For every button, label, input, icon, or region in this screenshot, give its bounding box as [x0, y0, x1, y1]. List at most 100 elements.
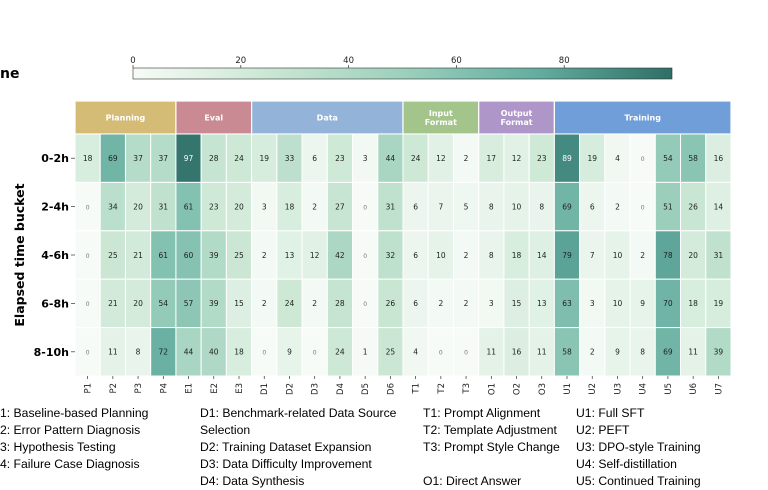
legend-item: O1: Direct Answer: [423, 474, 522, 488]
legend-item: [423, 456, 560, 473]
cell-value-label: 2: [464, 251, 469, 260]
cell-value-label: 12: [512, 154, 522, 163]
cell-value-label: 14: [537, 251, 547, 260]
cell-value-label: 2: [640, 251, 645, 260]
cell-value-label: 18: [285, 202, 295, 211]
column-label: U3: [613, 383, 623, 395]
heatmap-cell: [377, 278, 404, 329]
cell-value-label: 25: [108, 251, 118, 260]
cell-value-label: 5: [464, 202, 469, 211]
column-label: D1: [260, 383, 270, 395]
column-label: U6: [689, 383, 699, 395]
cell-value-label: 89: [562, 154, 572, 163]
cell-value-label: 9: [287, 348, 292, 357]
cell-value-label: 18: [512, 251, 522, 260]
cell-value-label: 0: [313, 350, 317, 357]
cell-value-label: 26: [386, 299, 396, 308]
column-label: T2: [437, 383, 447, 395]
heatmap-cell: [654, 133, 682, 183]
cell-value-label: 2: [464, 154, 469, 163]
column-label: O3: [538, 383, 548, 395]
heatmap-cell: [604, 133, 631, 183]
heatmap-cell: [200, 278, 227, 329]
cell-value-label: 17: [487, 154, 497, 163]
cell-value-label: 27: [335, 202, 345, 211]
cell-value-label: 61: [184, 202, 194, 211]
cell-value-label: 3: [363, 154, 368, 163]
heatmap-cell: [352, 133, 379, 183]
row-label: 4-6h: [41, 249, 69, 262]
cell-value-label: 23: [335, 154, 345, 163]
cell-value-label: 42: [335, 251, 345, 260]
legend-item: 1: Baseline-based Planning: [0, 406, 149, 420]
cell-value-label: 8: [539, 202, 544, 211]
cell-value-label: 4: [413, 348, 418, 357]
legend-planning: 1: Baseline-based Planning 2: Error Patt…: [0, 405, 148, 473]
heatmap-cell: [427, 181, 454, 232]
cell-value-label: 8: [136, 348, 141, 357]
cell-value-label: 40: [209, 348, 219, 357]
cell-value-label: 23: [209, 202, 219, 211]
cell-value-label: 97: [184, 154, 194, 163]
heatmap-cell: [377, 230, 404, 280]
heatmap-cell: [175, 278, 202, 329]
cell-value-label: 23: [537, 154, 547, 163]
cell-value-label: 37: [133, 154, 143, 163]
heatmap-cell: [326, 133, 354, 183]
cell-value-label: 15: [512, 299, 522, 308]
cell-value-label: 69: [108, 154, 118, 163]
colorbar-tick-label: 60: [451, 56, 462, 66]
cell-value-label: 6: [590, 202, 595, 211]
cell-value-label: 18: [83, 154, 93, 163]
cell-value-label: 4: [615, 154, 620, 163]
heatmap-cell: [99, 327, 126, 377]
row-label: 6-8h: [41, 297, 69, 310]
column-label: T3: [462, 383, 472, 395]
column-label: U4: [639, 383, 649, 395]
cell-value-label: 2: [438, 299, 443, 308]
group-header-label: Output Format: [500, 109, 532, 127]
cell-value-label: 24: [411, 154, 421, 163]
heatmap-cell: [175, 230, 202, 280]
legend-item: 2: Error Pattern Diagnosis: [0, 423, 141, 437]
cell-value-label: 78: [663, 251, 673, 260]
cell-value-label: 21: [108, 299, 118, 308]
row-label: 8-10h: [34, 346, 69, 359]
group-header-label: Eval: [204, 114, 223, 123]
legend-item: U2: PEFT: [576, 423, 630, 437]
cell-value-label: 28: [335, 299, 345, 308]
cell-value-label: 58: [688, 154, 698, 163]
cell-value-label: 8: [489, 251, 494, 260]
colorbar: [132, 67, 673, 80]
cell-value-label: 69: [562, 202, 572, 211]
cell-value-label: 69: [663, 348, 673, 357]
heatmap-cell: [352, 327, 379, 377]
heatmap-cell: [427, 278, 454, 329]
cell-value-label: 18: [234, 348, 244, 357]
heatmap-cell: [452, 133, 480, 183]
cell-value-label: 54: [159, 299, 169, 308]
cell-value-label: 0: [641, 156, 645, 163]
cell-value-label: 3: [262, 202, 267, 211]
cell-value-label: 0: [86, 301, 90, 308]
legend-data: D1: Benchmark-related Data Source Select…: [200, 405, 396, 490]
cell-value-label: 2: [590, 348, 595, 357]
heatmap-cell: [301, 181, 328, 232]
heatmap-cell: [579, 181, 606, 232]
cell-value-label: 21: [133, 251, 143, 260]
heatmap-cell: [301, 133, 328, 183]
cell-value-label: 0: [86, 253, 90, 260]
heatmap-cell: [326, 278, 354, 329]
cell-value-label: 61: [159, 251, 169, 260]
heatmap-cell: [301, 230, 328, 280]
cell-value-label: 10: [613, 251, 623, 260]
column-label: O2: [513, 383, 523, 395]
cell-value-label: 44: [386, 154, 396, 163]
heatmap-cell: [478, 133, 505, 183]
cell-value-label: 2: [312, 202, 317, 211]
column-label: D4: [336, 383, 346, 395]
column-label: D2: [285, 383, 295, 395]
cell-value-label: 11: [688, 348, 698, 357]
heatmap-cell: [503, 133, 530, 183]
cell-value-label: 31: [386, 202, 396, 211]
